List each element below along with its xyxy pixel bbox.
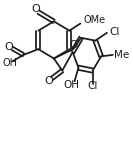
Text: Me: Me	[114, 50, 129, 60]
Text: Cl: Cl	[109, 27, 119, 37]
Text: OMe: OMe	[84, 15, 106, 25]
Text: O: O	[31, 4, 40, 14]
Text: O: O	[70, 40, 78, 50]
Text: O: O	[5, 42, 14, 52]
Text: O: O	[44, 76, 53, 86]
Text: OH: OH	[3, 58, 18, 68]
Text: Cl: Cl	[88, 81, 98, 91]
Text: OH: OH	[63, 80, 79, 90]
